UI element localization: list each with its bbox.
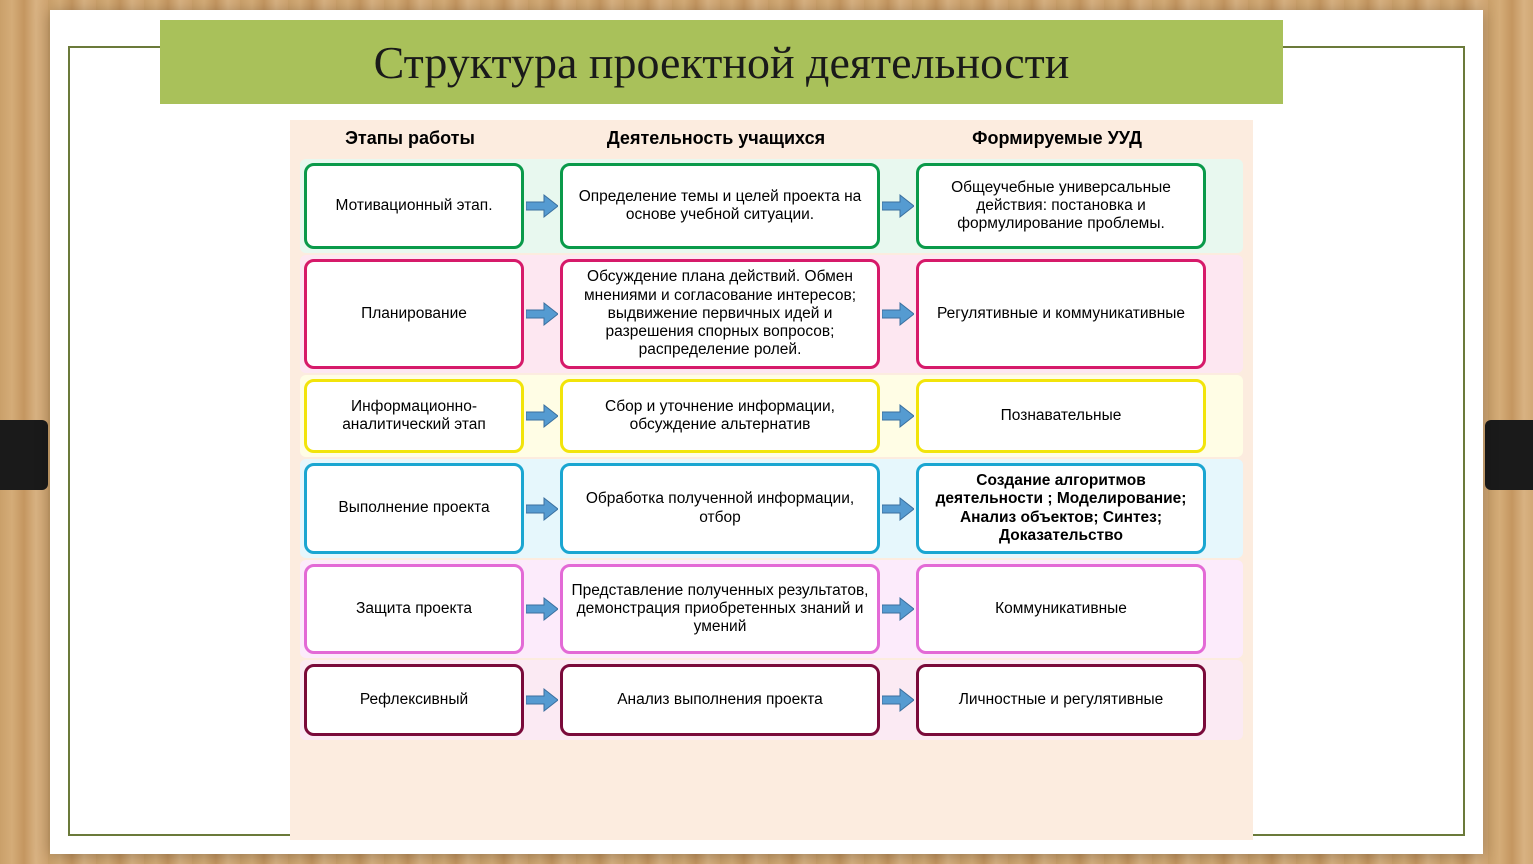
arrow-cell [524, 664, 560, 736]
stage-box: Защита проекта [304, 564, 524, 654]
column-headers: Этапы работы Деятельность учащихся Форми… [300, 126, 1243, 155]
arrow-cell [524, 163, 560, 249]
activity-box: Анализ выполнения проекта [560, 664, 880, 736]
uud-box: Личностные и регулятивные [916, 664, 1206, 736]
arrow-right-icon [526, 301, 558, 327]
diagram-row: Защита проекта Представление полученных р… [300, 560, 1243, 658]
slide: Структура проектной деятельности Этапы р… [50, 10, 1483, 854]
wood-background: Структура проектной деятельности Этапы р… [0, 0, 1533, 864]
arrow-right-icon [526, 403, 558, 429]
arrow-right-icon [882, 596, 914, 622]
arrow-right-icon [882, 496, 914, 522]
arrow-cell [880, 379, 916, 453]
arrow-right-icon [526, 496, 558, 522]
decor-tab-left [0, 420, 48, 490]
arrow-cell [880, 564, 916, 654]
activity-box: Обсуждение плана действий. Обмен мнениям… [560, 259, 880, 369]
stage-box: Информационно-аналитический этап [304, 379, 524, 453]
diagram-row: Информационно-аналитический этап Сбор и у… [300, 375, 1243, 457]
arrow-cell [880, 664, 916, 736]
arrow-cell [880, 259, 916, 369]
uud-box: Коммуникативные [916, 564, 1206, 654]
arrow-right-icon [526, 596, 558, 622]
diagram-row: Выполнение проекта Обработка полученной и… [300, 459, 1243, 558]
arrow-right-icon [882, 687, 914, 713]
diagram: Этапы работы Деятельность учащихся Форми… [290, 120, 1253, 840]
activity-box: Представление полученных результатов, де… [560, 564, 880, 654]
uud-box: Создание алгоритмов деятельности ; Модел… [916, 463, 1206, 554]
activity-box: Определение темы и целей проекта на осно… [560, 163, 880, 249]
activity-box: Сбор и уточнение информации, обсуждение … [560, 379, 880, 453]
uud-box: Познавательные [916, 379, 1206, 453]
arrow-cell [524, 259, 560, 369]
arrow-cell [524, 379, 560, 453]
decor-tab-right [1485, 420, 1533, 490]
arrow-right-icon [882, 301, 914, 327]
arrow-right-icon [526, 687, 558, 713]
stage-box: Выполнение проекта [304, 463, 524, 554]
diagram-row: Мотивационный этап. Определение темы и це… [300, 159, 1243, 253]
header-col-2: Деятельность учащихся [556, 126, 876, 155]
diagram-row: Планирование Обсуждение плана действий. О… [300, 255, 1243, 373]
arrow-cell [524, 564, 560, 654]
diagram-row: Рефлексивный Анализ выполнения проекта Лич… [300, 660, 1243, 740]
header-col-1: Этапы работы [300, 126, 520, 155]
arrow-right-icon [526, 193, 558, 219]
arrow-cell [524, 463, 560, 554]
stage-box: Мотивационный этап. [304, 163, 524, 249]
stage-box: Рефлексивный [304, 664, 524, 736]
arrow-right-icon [882, 193, 914, 219]
arrow-cell [880, 163, 916, 249]
stage-box: Планирование [304, 259, 524, 369]
arrow-cell [880, 463, 916, 554]
rows-container: Мотивационный этап. Определение темы и це… [300, 159, 1243, 742]
header-col-3: Формируемые УУД [912, 126, 1202, 155]
uud-box: Общеучебные универсальные действия: пост… [916, 163, 1206, 249]
activity-box: Обработка полученной информации, отбор [560, 463, 880, 554]
arrow-right-icon [882, 403, 914, 429]
uud-box: Регулятивные и коммуникативные [916, 259, 1206, 369]
slide-title: Структура проектной деятельности [160, 20, 1283, 104]
